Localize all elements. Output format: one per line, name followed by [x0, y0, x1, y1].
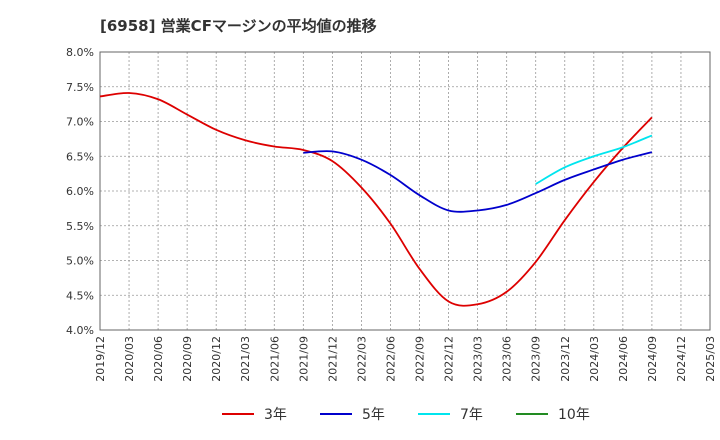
legend-label: 10年 — [558, 407, 590, 423]
data-point — [622, 147, 623, 148]
y-tick-label: 8.0% — [66, 46, 94, 59]
data-point — [564, 179, 565, 180]
data-point — [535, 183, 536, 184]
x-tick-label: 2021/03 — [239, 336, 252, 382]
data-point — [593, 181, 594, 182]
x-tick-label: 2019/12 — [94, 336, 107, 382]
data-point — [535, 192, 536, 193]
x-tick-label: 2022/03 — [355, 336, 368, 382]
data-point — [448, 301, 449, 302]
x-tick-label: 2021/09 — [297, 336, 310, 382]
data-point — [187, 114, 188, 115]
data-point — [593, 156, 594, 157]
x-tick-label: 2023/03 — [472, 336, 485, 382]
x-tick-label: 2024/09 — [646, 336, 659, 382]
data-point — [99, 96, 100, 97]
data-point — [216, 129, 217, 130]
data-point — [419, 268, 420, 269]
data-point — [564, 220, 565, 221]
y-tick-label: 7.0% — [66, 116, 94, 129]
x-tick-label: 2023/06 — [501, 336, 514, 382]
data-point — [622, 159, 623, 160]
x-tick-label: 2020/12 — [210, 336, 223, 382]
x-tick-label: 2020/03 — [123, 336, 136, 382]
y-tick-label: 7.5% — [66, 81, 94, 94]
data-point — [128, 92, 129, 93]
data-point — [361, 187, 362, 188]
x-tick-label: 2021/06 — [268, 336, 281, 382]
y-tick-label: 5.0% — [66, 255, 94, 268]
data-point — [332, 161, 333, 162]
series-line-1 — [303, 150, 653, 213]
x-tick-label: 2020/06 — [152, 336, 165, 382]
legend-label: 7年 — [460, 407, 483, 423]
data-point — [390, 174, 391, 175]
series-line-0 — [99, 92, 653, 307]
x-tick-label: 2025/03 — [704, 336, 717, 382]
y-tick-label: 4.0% — [66, 324, 94, 337]
data-point — [651, 117, 652, 118]
data-point — [390, 223, 391, 224]
x-tick-label: 2024/03 — [588, 336, 601, 382]
y-tick-label: 5.5% — [66, 220, 94, 233]
y-tick-label: 6.0% — [66, 185, 94, 198]
data-point — [651, 151, 652, 152]
x-tick-label: 2023/09 — [530, 336, 543, 382]
y-tick-label: 4.5% — [66, 289, 94, 302]
data-point — [419, 195, 420, 196]
series-lines — [99, 92, 653, 307]
axes: 4.0% 4.5% 5.0% 5.5% 6.0% 6.5% 7.0% 7.5% 8.0% 2019… — [66, 46, 717, 382]
x-tick-label: 2024/12 — [675, 336, 688, 382]
x-tick-label: 2022/12 — [443, 336, 456, 382]
chart-title: [6958] 営業CFマージンの平均値の推移 — [100, 17, 377, 35]
data-point — [245, 140, 246, 141]
data-point — [361, 159, 362, 160]
data-point — [448, 210, 449, 211]
data-point — [651, 135, 652, 136]
x-tick-label: 2020/09 — [181, 336, 194, 382]
legend-label: 3年 — [264, 407, 287, 423]
x-tick-label: 2022/06 — [384, 336, 397, 382]
grid-lines — [99, 51, 711, 331]
data-point — [477, 210, 478, 211]
x-tick-label: 2023/12 — [559, 336, 572, 382]
data-point — [332, 151, 333, 152]
x-tick-label: 2022/09 — [414, 336, 427, 382]
plot-frame — [99, 51, 711, 331]
series-line-2 — [535, 134, 653, 185]
y-tick-label: 6.5% — [66, 150, 94, 163]
data-point — [303, 152, 304, 153]
legend-label: 5年 — [362, 407, 385, 423]
x-tick-label: 2021/12 — [326, 336, 339, 382]
data-point — [477, 304, 478, 305]
x-tick-label: 2024/06 — [617, 336, 630, 382]
data-point — [564, 167, 565, 168]
data-point — [303, 149, 304, 150]
legend: 3年 5年 7年 10年 — [222, 407, 590, 423]
data-point — [535, 261, 536, 262]
data-point — [593, 169, 594, 170]
data-point — [506, 291, 507, 292]
data-point — [506, 204, 507, 205]
data-point — [274, 146, 275, 147]
data-point — [157, 99, 158, 100]
